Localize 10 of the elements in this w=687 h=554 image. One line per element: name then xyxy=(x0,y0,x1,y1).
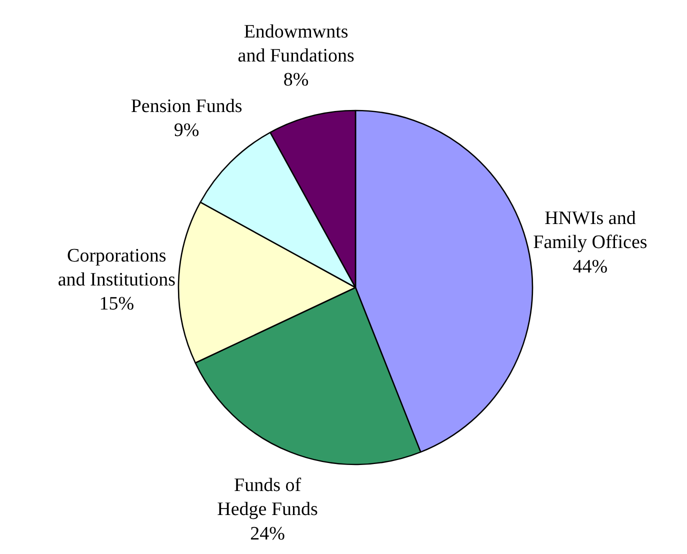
slice-label: Corporations and Institutions xyxy=(58,245,176,290)
data-label: 24% xyxy=(250,523,286,544)
data-label: 44% xyxy=(572,256,608,278)
slice-label: Funds of Hedge Funds xyxy=(217,475,318,520)
slice-label: HNWIs and Family Offices xyxy=(533,208,648,254)
data-label: 15% xyxy=(99,294,134,315)
slice-label: Endowmwnts and Fundations xyxy=(238,21,354,67)
slice-label: Pension Funds xyxy=(130,96,242,117)
data-label: 9% xyxy=(174,120,200,142)
data-label: 8% xyxy=(283,70,309,91)
